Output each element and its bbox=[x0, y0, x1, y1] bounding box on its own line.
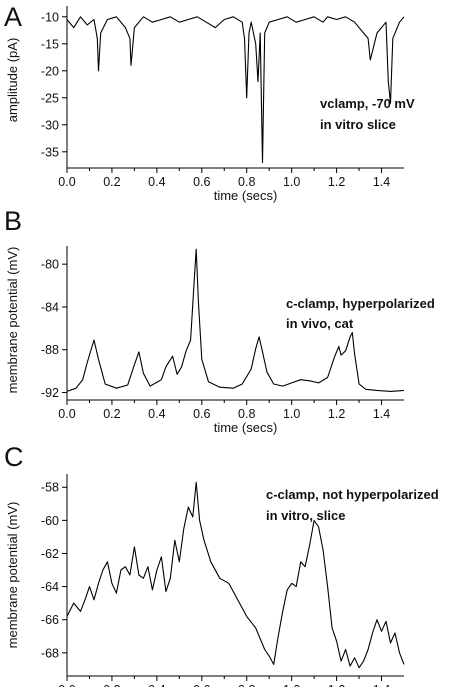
series-trace bbox=[66, 248, 405, 392]
x-tick-label: 1.4 bbox=[373, 407, 390, 421]
y-tick-label: -64 bbox=[41, 580, 59, 594]
annotation-line: c-clamp, not hyperpolarized bbox=[266, 487, 439, 502]
panel-c: 0.0 0.2 0.4 0.6 0.8 1.0 1.2 1.4 -58 -60 -62 -64 -66 -… bbox=[4, 442, 439, 687]
annotation-line: vclamp, -70 mV bbox=[320, 96, 415, 111]
y-tick-label: -15 bbox=[41, 37, 59, 51]
y-tick-label: -80 bbox=[41, 258, 59, 272]
y-tick-label: -60 bbox=[41, 514, 59, 528]
x-tick-label: 1.0 bbox=[283, 407, 300, 421]
y-axis-title: membrane potential (mV) bbox=[5, 247, 20, 394]
panels-group: 0.0 0.2 0.4 0.6 0.8 1.0 1.2 1.4 -10 -15 -20 -25 -30 -… bbox=[4, 2, 439, 687]
x-tick-label: 0.8 bbox=[238, 407, 255, 421]
panel-letter: B bbox=[4, 206, 22, 236]
y-tick-label: -30 bbox=[41, 118, 59, 132]
panel-b: 0.0 0.2 0.4 0.6 0.8 1.0 1.2 1.4 -80 -84 -88 -92 time… bbox=[4, 206, 435, 435]
x-tick-label: 1.0 bbox=[283, 175, 300, 189]
y-axis-title: membrane potential (mV) bbox=[5, 502, 20, 649]
x-tick-label: 0.4 bbox=[148, 175, 165, 189]
annotation-line: in vitro, slice bbox=[266, 508, 345, 523]
y-tick-label: -10 bbox=[41, 10, 59, 24]
x-tick-label: 0.0 bbox=[58, 407, 75, 421]
x-tick-label: 0.8 bbox=[238, 175, 255, 189]
y-tick-label: -84 bbox=[41, 300, 59, 314]
y-tick-label: -62 bbox=[41, 547, 59, 561]
x-tick-label: 1.0 bbox=[283, 683, 300, 687]
x-axis-title: time (secs) bbox=[214, 188, 278, 203]
x-tick-label: 1.2 bbox=[328, 683, 345, 687]
y-tick-label: -25 bbox=[41, 91, 59, 105]
annotation-line: c-clamp, hyperpolarized bbox=[286, 296, 435, 311]
x-tick-label: 1.2 bbox=[328, 175, 345, 189]
x-tick-label: 0.0 bbox=[58, 683, 75, 687]
x-tick-label: 0.2 bbox=[103, 683, 120, 687]
x-tick-label: 0.6 bbox=[193, 683, 210, 687]
x-axis-title: time (secs) bbox=[214, 420, 278, 435]
x-tick-label: 0.6 bbox=[193, 175, 210, 189]
y-tick-label: -20 bbox=[41, 64, 59, 78]
x-tick-label: 0.8 bbox=[238, 683, 255, 687]
y-tick-label: -66 bbox=[41, 613, 59, 627]
x-tick-label: 0.4 bbox=[148, 407, 165, 421]
x-tick-label: 0.4 bbox=[148, 683, 165, 687]
x-tick-label: 0.0 bbox=[58, 175, 75, 189]
panel-a: 0.0 0.2 0.4 0.6 0.8 1.0 1.2 1.4 -10 -15 -20 -25 -30 -… bbox=[4, 2, 415, 203]
y-tick-label: -68 bbox=[41, 646, 59, 660]
series-trace bbox=[66, 481, 405, 669]
series-trace bbox=[66, 16, 405, 164]
y-tick-label: -88 bbox=[41, 343, 59, 357]
panel-letter: C bbox=[4, 442, 24, 472]
y-axis-title: amplitude (pA) bbox=[5, 38, 20, 123]
annotation-line: in vitro slice bbox=[320, 117, 396, 132]
x-tick-label: 1.2 bbox=[328, 407, 345, 421]
x-tick-label: 0.2 bbox=[103, 175, 120, 189]
x-tick-label: 0.2 bbox=[103, 407, 120, 421]
y-tick-label: -35 bbox=[41, 145, 59, 159]
y-tick-label: -58 bbox=[41, 481, 59, 495]
annotation-line: in vivo, cat bbox=[286, 316, 354, 331]
y-tick-label: -92 bbox=[41, 386, 59, 400]
x-tick-label: 0.6 bbox=[193, 407, 210, 421]
panel-letter: A bbox=[4, 2, 22, 32]
x-tick-label: 1.4 bbox=[373, 175, 390, 189]
x-tick-label: 1.4 bbox=[373, 683, 390, 687]
